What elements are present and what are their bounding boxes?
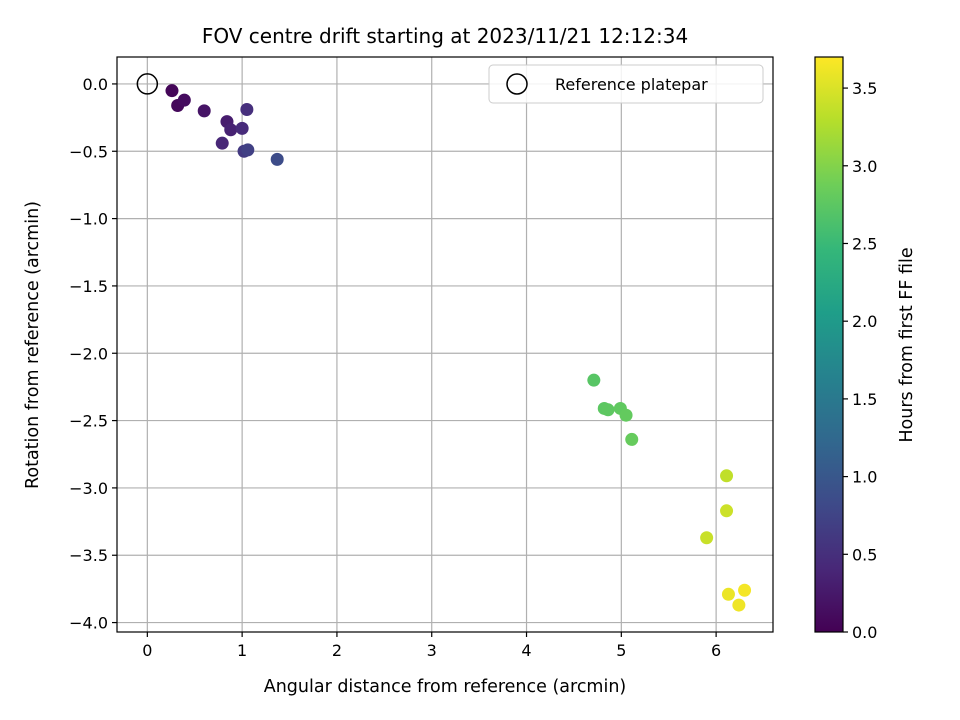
y-tick-label: −3.5	[69, 546, 108, 565]
x-tick-label: 6	[711, 641, 721, 660]
data-points	[165, 84, 752, 612]
data-point	[177, 93, 191, 107]
data-point	[587, 373, 601, 387]
x-tick-label: 0	[142, 641, 152, 660]
y-axis-ticks: 0.0 −0.5 −1.0 −1.5 −2.0 −2.5 −3.0 −3.5 −4.0	[69, 75, 117, 633]
y-tick-label: −4.0	[69, 614, 108, 633]
data-point	[700, 531, 714, 545]
colorbar-tick-label: 0.5	[852, 545, 877, 564]
data-point	[270, 152, 284, 166]
colorbar-label: Hours from first FF file	[897, 247, 917, 442]
data-point	[197, 104, 211, 118]
x-axis-ticks: 0 1 2 3 4 5 6	[142, 632, 721, 660]
colorbar-tick-label: 2.0	[852, 312, 877, 331]
data-point	[619, 408, 633, 422]
x-tick-label: 4	[521, 641, 531, 660]
data-point	[215, 136, 229, 150]
data-point	[720, 469, 734, 483]
legend-label-reference: Reference platepar	[555, 75, 708, 94]
data-point	[601, 403, 615, 417]
x-tick-label: 3	[427, 641, 437, 660]
plot-frame	[116, 56, 774, 633]
x-axis-label: Angular distance from reference (arcmin)	[264, 677, 627, 697]
colorbar-ticks: 0.0 0.5 1.0 1.5 2.0 2.5 3.0 3.5	[843, 79, 877, 642]
y-tick-label: −2.0	[69, 344, 108, 363]
y-tick-label: −2.5	[69, 412, 108, 431]
grid-lines	[117, 57, 773, 632]
legend-reference-marker-icon	[506, 73, 528, 95]
data-point	[720, 504, 734, 518]
y-tick-label: −0.5	[69, 142, 108, 161]
colorbar	[814, 56, 844, 633]
colorbar-tick-label: 3.5	[852, 79, 877, 98]
data-point	[241, 143, 255, 157]
y-tick-label: −1.5	[69, 277, 108, 296]
y-tick-label: −3.0	[69, 479, 108, 498]
data-point	[738, 583, 752, 597]
colorbar-tick-label: 1.5	[852, 390, 877, 409]
x-tick-label: 2	[332, 641, 342, 660]
y-tick-label: 0.0	[83, 75, 108, 94]
legend: Reference platepar	[488, 64, 764, 104]
x-tick-label: 5	[616, 641, 626, 660]
x-tick-label: 1	[237, 641, 247, 660]
colorbar-tick-label: 0.0	[852, 623, 877, 642]
data-point	[625, 432, 639, 446]
y-tick-label: −1.0	[69, 210, 108, 229]
chart-title: FOV centre drift starting at 2023/11/21 …	[202, 24, 688, 48]
data-point	[721, 587, 735, 601]
colorbar-tick-label: 3.0	[852, 157, 877, 176]
legend-box	[488, 64, 764, 104]
data-point	[240, 103, 254, 117]
y-axis-label: Rotation from reference (arcmin)	[23, 201, 43, 489]
colorbar-tick-label: 2.5	[852, 234, 877, 253]
data-point	[224, 123, 238, 137]
data-point	[165, 84, 179, 98]
colorbar-tick-label: 1.0	[852, 468, 877, 487]
data-point	[732, 598, 746, 612]
reference-marker	[136, 73, 159, 95]
data-point	[235, 121, 249, 135]
